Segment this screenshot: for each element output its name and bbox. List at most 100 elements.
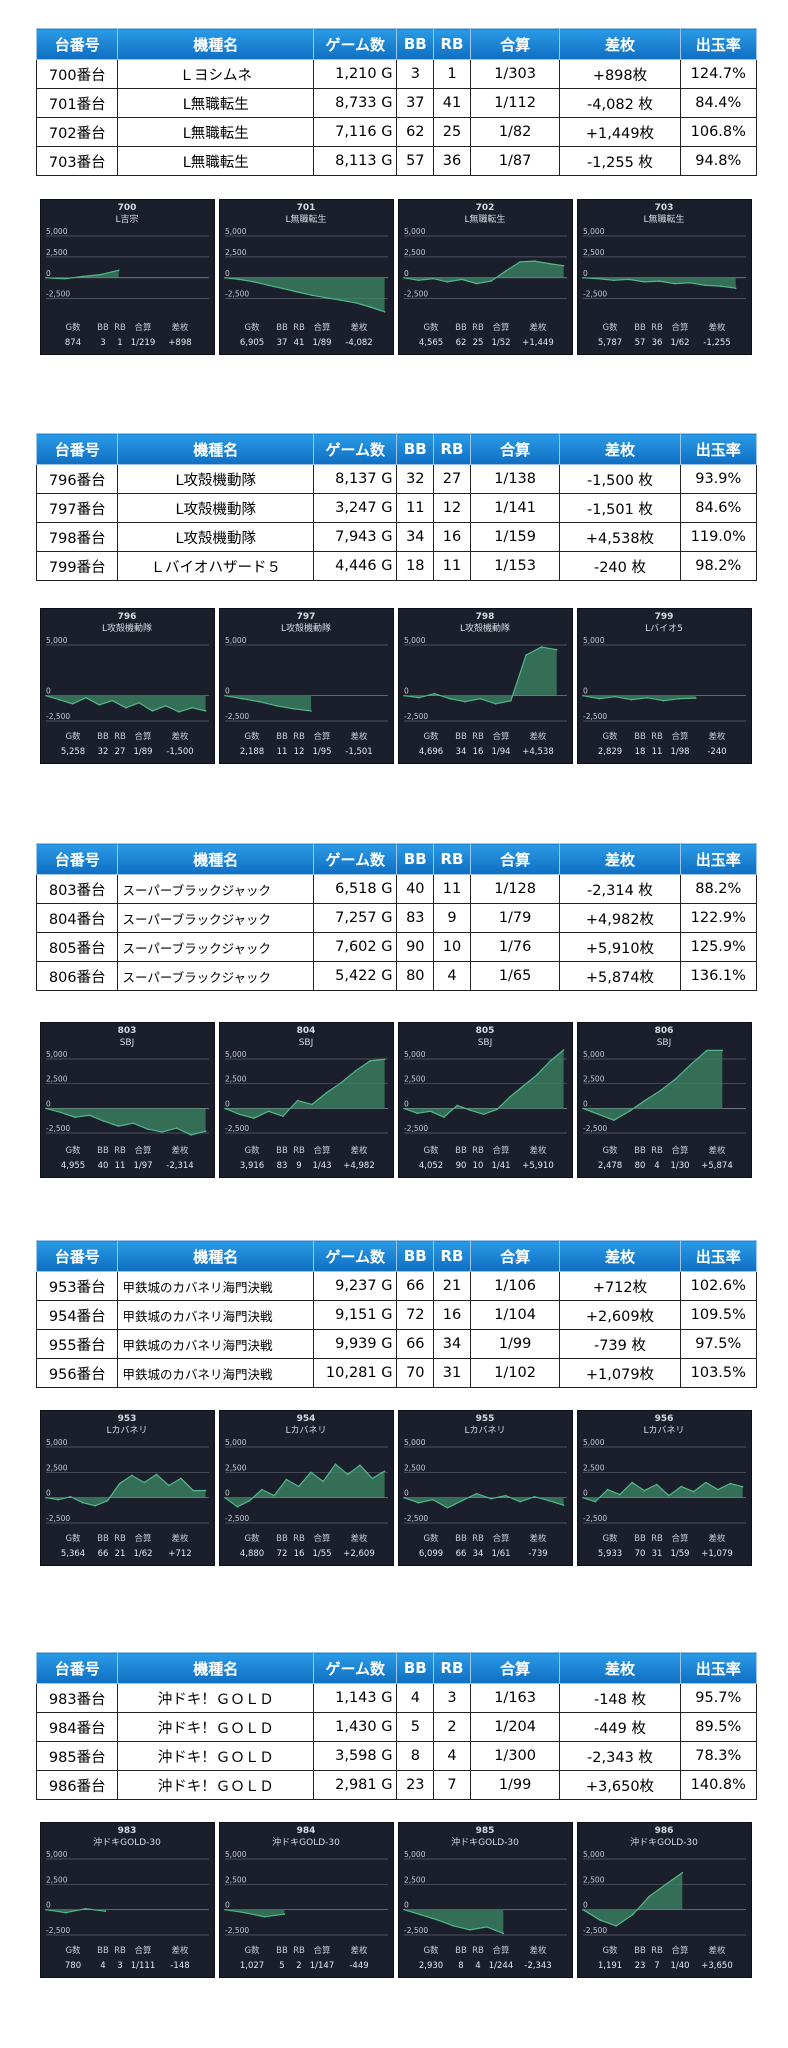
chart-point: [118, 1482, 121, 1485]
stat-value-bb: 57: [635, 338, 646, 348]
chart-point: [429, 1110, 432, 1113]
chart-point: [582, 694, 584, 697]
chart-point: [63, 278, 65, 280]
chart-point: [582, 1496, 584, 1499]
chart-series-line: [582, 1049, 723, 1121]
chart-row-4: 953 Lカバネリ 5,000 2,500 0 -2,500 G数 BB RB 合算 差枚 5,364…: [40, 1410, 752, 1566]
cell-rate: 84.4%: [679, 88, 758, 118]
cell-diff: -739 枚: [559, 1329, 681, 1359]
table-row: 700番台 Ｌヨシムネ 1,210 G 3 1 1/303 +898枚 124.7%: [35, 59, 758, 89]
y-tick-label: -2,500: [583, 712, 607, 721]
chart-point: [310, 1471, 312, 1474]
chart-row-1: 700 L吉宗 5,000 2,500 0 -2,500 G数 BB RB 合算 差枚 874 3 1 1/…: [40, 199, 752, 355]
y-tick-label: 0: [225, 687, 230, 696]
chart-point: [464, 700, 466, 703]
cell-name: Ｌバイオハザード５: [117, 551, 314, 581]
cell-combined: 1/303: [469, 59, 561, 89]
stat-label: 差枚: [171, 1145, 189, 1156]
chart-point: [548, 262, 550, 265]
cell-rb: 11: [433, 551, 471, 581]
chart-card: 804 SBJ 5,000 2,500 0 -2,500 G数 BB RB 合算 差枚 3,916 83…: [219, 1022, 394, 1178]
chart-series-line: [224, 695, 312, 712]
stat-label: BB: [97, 1146, 109, 1156]
chart-point: [648, 1895, 650, 1898]
column-header: 機種名: [117, 1240, 314, 1272]
chart-point: [668, 1494, 670, 1497]
chart-point: [662, 699, 665, 702]
chart-point: [99, 273, 102, 276]
y-tick-label: 0: [583, 687, 588, 696]
cell-combined: 1/65: [469, 961, 561, 991]
chart-point: [436, 1919, 438, 1921]
cell-bb: 70: [396, 1358, 435, 1388]
cell-rate: 97.5%: [679, 1329, 758, 1359]
y-tick-label: 2,500: [583, 1075, 605, 1084]
chart-label: 沖ドキGOLD-30: [272, 1836, 340, 1848]
chart-area: [404, 1493, 564, 1508]
cell-bb: 11: [396, 493, 435, 523]
stat-label: 合算: [671, 1945, 689, 1956]
cell-rate: 84.6%: [679, 493, 758, 523]
y-tick-label: 0: [404, 1099, 409, 1108]
chart-point: [224, 1107, 226, 1110]
stat-value-bb: 37: [277, 338, 288, 348]
y-tick-label: 5,000: [583, 1850, 605, 1859]
cell-combined: 1/82: [469, 117, 561, 147]
chart-point: [238, 278, 241, 281]
cell-diff: -148 枚: [559, 1683, 681, 1713]
cell-name: 沖ドキ！ＧＯＬＤ: [117, 1683, 314, 1713]
y-tick-label: -2,500: [225, 1124, 249, 1133]
column-header: 差枚: [559, 1240, 681, 1272]
cell-games: 1,430 G: [312, 1712, 398, 1742]
stat-value-g: 4,052: [419, 1161, 443, 1171]
stat-label: 合算: [313, 1945, 331, 1956]
stat-label: RB: [651, 1534, 663, 1544]
chart-point: [190, 1134, 192, 1136]
stat-value-rb: 41: [294, 338, 305, 348]
chart-point: [678, 697, 681, 700]
y-tick-label: 0: [46, 1099, 51, 1108]
stat-value-g: 3,916: [240, 1161, 264, 1171]
cell-combined: 1/106: [469, 1271, 561, 1301]
stat-label: G数: [423, 1533, 439, 1544]
chart-point: [57, 1498, 60, 1501]
stat-value-g: 4,565: [419, 338, 443, 348]
chart-point: [452, 1925, 455, 1927]
cell-rb: 41: [433, 88, 471, 118]
chart-point: [475, 1492, 478, 1495]
cell-rate: 102.6%: [679, 1271, 758, 1301]
chart-point: [285, 1478, 288, 1481]
stat-label: 差枚: [529, 322, 547, 333]
chart-point: [646, 696, 649, 699]
chart-point: [88, 1114, 91, 1117]
stat-value-bb: 5: [279, 1961, 284, 1971]
chart-number: 983: [118, 1826, 137, 1836]
chart-point: [131, 1474, 133, 1477]
chart-point: [483, 1113, 485, 1116]
cell-games: 3,247 G: [312, 493, 398, 523]
cell-rb: 34: [433, 1329, 471, 1359]
cell-rb: 12: [433, 493, 471, 523]
cell-num: 955番台: [35, 1329, 119, 1359]
chart-point: [734, 287, 737, 289]
chart-point: [597, 1113, 600, 1116]
cell-combined: 1/79: [469, 903, 561, 933]
chart-point: [690, 1063, 693, 1065]
stat-value-diff: +2,609: [343, 1549, 374, 1559]
chart-card: 803 SBJ 5,000 2,500 0 -2,500 G数 BB RB 合算 差枚 4,955 40…: [40, 1022, 215, 1178]
chart-point: [106, 1499, 109, 1502]
table-row: 983番台 沖ドキ！ＧＯＬＤ 1,143 G 4 3 1/163 -148 枚 95.7%: [35, 1683, 758, 1713]
chart-point: [509, 1095, 512, 1098]
stat-label: BB: [276, 1146, 288, 1156]
cell-rb: 25: [433, 117, 471, 147]
chart-point: [417, 279, 420, 282]
cell-num: 953番台: [35, 1271, 119, 1301]
chart-point: [403, 277, 405, 279]
stat-value-combined: 1/30: [670, 1161, 689, 1171]
chart-point: [562, 264, 565, 267]
column-header: 出玉率: [679, 1652, 758, 1684]
chart-point: [59, 1111, 62, 1114]
column-header: 出玉率: [679, 433, 758, 465]
stat-label: BB: [634, 732, 646, 742]
